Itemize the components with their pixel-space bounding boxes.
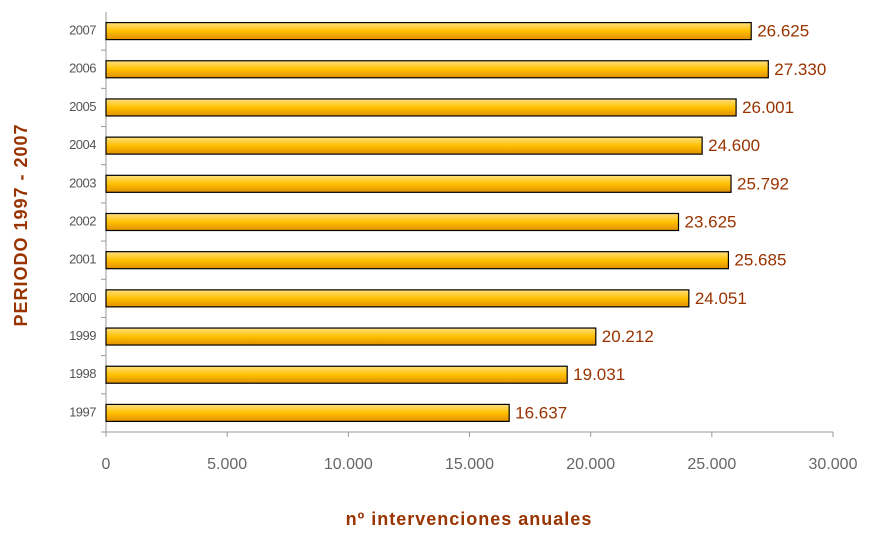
y-tick-label: 2005 — [69, 99, 96, 114]
bar — [105, 212, 680, 232]
bar — [105, 289, 690, 308]
x-tick-label: 25.000 — [687, 456, 736, 473]
bar — [105, 403, 510, 423]
data-label: 25.685 — [734, 251, 786, 270]
x-tick-label: 30.000 — [809, 456, 858, 473]
y-tick-label: 2007 — [69, 23, 96, 38]
bar — [105, 60, 769, 79]
data-label: 27.330 — [774, 60, 826, 79]
y-axis-label: PERIODO 1997 - 2007 — [11, 123, 31, 326]
y-tick-label: 2003 — [69, 175, 96, 190]
bar — [105, 98, 737, 117]
x-tick-label: 10.000 — [324, 456, 373, 473]
bar — [105, 365, 568, 384]
data-label: 25.792 — [737, 174, 789, 193]
x-tick-label: 0 — [102, 456, 111, 473]
x-tick-label: 15.000 — [445, 456, 494, 473]
y-tick-label: 2001 — [69, 252, 96, 267]
y-tick-label: 2006 — [69, 61, 96, 76]
y-tick-label: 2004 — [69, 137, 96, 152]
data-label: 26.625 — [757, 22, 809, 41]
x-tick-label: 5.000 — [207, 456, 247, 473]
x-tick-label: 20.000 — [566, 456, 615, 473]
bar — [105, 174, 732, 193]
bar — [105, 136, 703, 155]
y-tick-label: 1997 — [69, 404, 96, 419]
data-label: 16.637 — [515, 403, 567, 422]
data-label: 24.600 — [708, 136, 760, 155]
data-label: 19.031 — [573, 365, 625, 384]
y-tick-label: 1998 — [69, 366, 96, 381]
y-tick-label: 2002 — [69, 213, 96, 228]
y-tick-label: 1999 — [69, 328, 96, 343]
y-tick-label: 2000 — [69, 290, 96, 305]
data-label: 26.001 — [742, 98, 794, 117]
data-label: 24.051 — [695, 289, 747, 308]
data-label: 23.625 — [685, 212, 737, 231]
bar — [105, 21, 752, 41]
x-axis-label: nº intervenciones anuales — [346, 509, 593, 529]
data-label: 20.212 — [602, 327, 654, 346]
bar — [105, 327, 597, 346]
bar — [105, 251, 730, 270]
